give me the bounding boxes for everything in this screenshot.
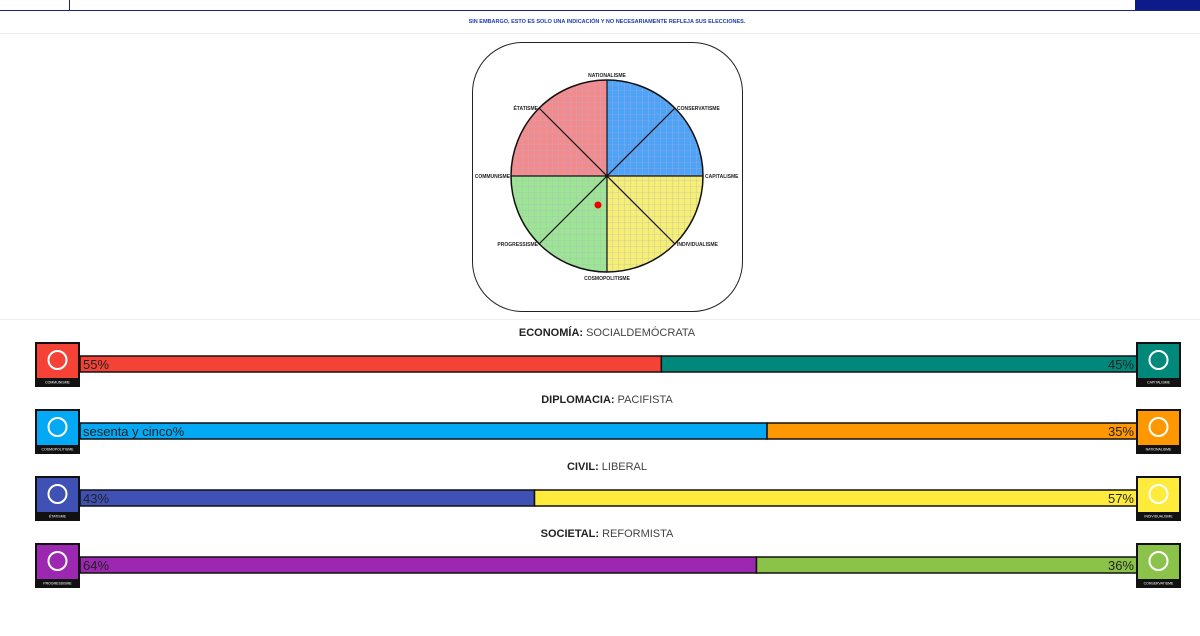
icon-caption: COMMUNISME xyxy=(45,381,70,385)
icon-glyph xyxy=(47,417,68,437)
icon-caption-bg xyxy=(1138,579,1179,586)
icon-glyph xyxy=(1148,417,1169,437)
axis-name: ECONOMÍA: xyxy=(519,326,583,339)
icon-glyph xyxy=(1148,484,1169,504)
axis-title: ECONOMÍA: SOCIALDEMÓCRATA xyxy=(519,326,696,339)
compass-label: CAPITALISME xyxy=(705,174,739,180)
icon-caption: PROGRESSISME xyxy=(43,582,72,586)
left-value: 43% xyxy=(83,491,109,506)
icon-caption-bg xyxy=(37,445,78,452)
compass-label: ÉTATISME xyxy=(513,104,538,112)
compass-label: PROGRESSISME xyxy=(497,242,538,248)
left-bar xyxy=(79,556,758,574)
icon-caption: CONSERVATISME xyxy=(1144,582,1174,586)
icon-glyph xyxy=(47,484,68,504)
icon-caption: ÉTATISME xyxy=(49,514,67,519)
compass-label: CONSERVATISME xyxy=(677,106,720,112)
axis-title: SOCIETAL: REFORMISTA xyxy=(541,528,674,540)
compass-label: NATIONALISME xyxy=(588,73,626,79)
compass-label: INDIVIDUALISME xyxy=(677,242,719,248)
left-value: 55% xyxy=(83,357,109,372)
axis-title: DIPLOMACIA: PACIFISTA xyxy=(541,394,673,406)
icon-glyph xyxy=(47,551,68,571)
right-bar xyxy=(766,422,1138,440)
icon-glyph xyxy=(47,350,68,370)
right-bar xyxy=(533,489,1138,507)
left-bar xyxy=(79,355,663,373)
axis-name: CIVIL: xyxy=(567,461,599,473)
compass-label: COSMOPOLITISME xyxy=(584,276,631,282)
left-value: 64% xyxy=(83,558,109,573)
right-bar xyxy=(755,556,1138,574)
icon-caption: INDIVIDUALISME xyxy=(1144,515,1173,519)
axis-result: LIBERAL xyxy=(602,461,647,473)
icon-caption-bg xyxy=(1138,378,1179,385)
right-bar xyxy=(660,355,1138,373)
icon-caption: CAPITALISME xyxy=(1147,381,1171,385)
result-dot xyxy=(594,201,602,209)
compass: NATIONALISME CONSERVATISME CAPITALISME I… xyxy=(472,42,743,312)
icon-caption: NATIONALISME xyxy=(1146,448,1172,452)
top-button[interactable] xyxy=(1135,0,1200,10)
axis-name: DIPLOMACIA: xyxy=(541,394,614,406)
icon-caption-bg xyxy=(1138,445,1179,452)
axis-title: CIVIL: LIBERAL xyxy=(567,461,647,473)
right-value: 35% xyxy=(1108,424,1134,439)
icon-caption-bg xyxy=(37,579,78,586)
icon-caption: COSMOPOLITISME xyxy=(42,448,75,452)
compass-lines xyxy=(511,80,703,272)
axis-result: REFORMISTA xyxy=(602,528,674,540)
icon-caption-bg xyxy=(37,378,78,385)
right-value: 45% xyxy=(1108,357,1134,372)
axis-result: SOCIALDEMÓCRATA xyxy=(586,326,696,339)
icon-caption-bg xyxy=(37,512,78,519)
left-value: sesenta y cinco% xyxy=(83,424,185,439)
right-value: 57% xyxy=(1108,491,1134,506)
notice: SIN EMBARGO, ESTO ES SOLO UNA INDICACIÓN… xyxy=(469,17,746,25)
left-bar xyxy=(79,489,536,507)
axis-result: PACIFISTA xyxy=(618,394,674,406)
icon-glyph xyxy=(1148,551,1169,571)
axis-name: SOCIETAL: xyxy=(541,528,599,540)
icon-caption-bg xyxy=(1138,512,1179,519)
icon-glyph xyxy=(1148,350,1169,370)
right-value: 36% xyxy=(1108,558,1134,573)
compass-label: COMMUNISME xyxy=(475,174,511,180)
